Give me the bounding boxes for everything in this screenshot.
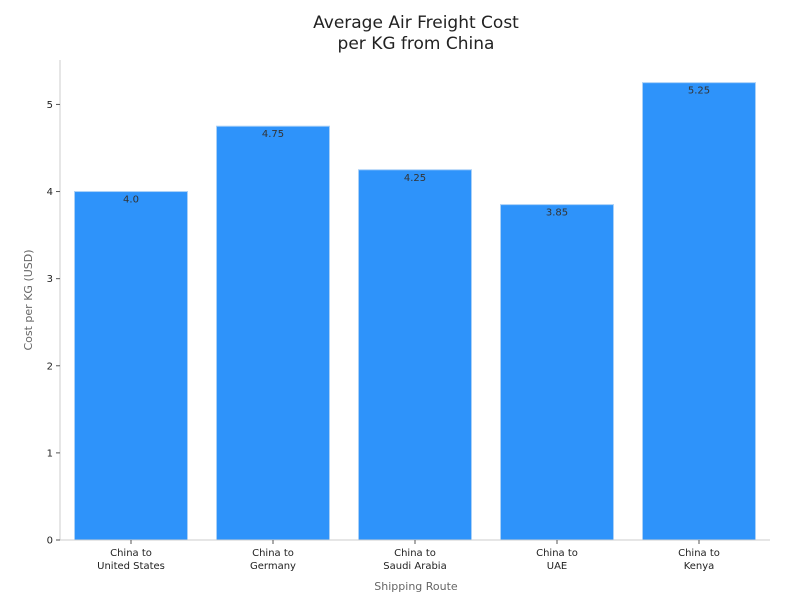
y-tick-label-3: 3: [47, 274, 53, 285]
x-tick-label-4-line-0: China to: [678, 548, 720, 559]
value-labels-group: 4.0 4.75 4.25 3.85 5.25: [123, 86, 710, 219]
bar-1: [216, 125, 330, 541]
x-axis-label: Shipping Route: [374, 580, 458, 593]
x-tick-label-1-line-1: Germany: [250, 561, 296, 572]
chart-title-line-1: Average Air Freight Cost: [313, 13, 519, 33]
bar-4: [642, 82, 756, 541]
y-tick-label-4: 4: [47, 187, 53, 198]
x-tick-label-3-line-0: China to: [536, 548, 578, 559]
x-ticks-group: China to United States China to Germany Chin…: [97, 540, 720, 572]
x-tick-label-2-line-0: China to: [394, 548, 436, 559]
y-axis-label: Cost per KG (USD): [22, 249, 35, 350]
y-tick-label-2: 2: [47, 361, 53, 372]
y-tick-label-5: 5: [47, 100, 53, 111]
x-tick-label-3-line-1: UAE: [547, 561, 567, 572]
bar-2: [358, 169, 472, 541]
y-ticks-group: 0 1 2 3 4 5: [47, 100, 60, 547]
bar-0: [74, 191, 188, 541]
y-tick-label-1: 1: [47, 448, 53, 459]
x-tick-label-0-line-0: China to: [110, 548, 152, 559]
bar-value-label-4: 5.25: [688, 86, 710, 97]
bar-value-label-3: 3.85: [546, 208, 568, 219]
bar-value-label-2: 4.25: [404, 173, 426, 184]
bars-group: [74, 82, 756, 541]
x-tick-label-2-line-1: Saudi Arabia: [383, 561, 446, 572]
bar-value-label-1: 4.75: [262, 129, 284, 140]
bar-value-label-0: 4.0: [123, 195, 139, 206]
chart-title-line-2: per KG from China: [338, 34, 495, 54]
bar-3: [500, 204, 614, 541]
y-tick-label-0: 0: [47, 536, 53, 547]
x-tick-label-0-line-1: United States: [97, 561, 165, 572]
x-tick-label-1-line-0: China to: [252, 548, 294, 559]
x-tick-label-4-line-1: Kenya: [684, 561, 715, 572]
